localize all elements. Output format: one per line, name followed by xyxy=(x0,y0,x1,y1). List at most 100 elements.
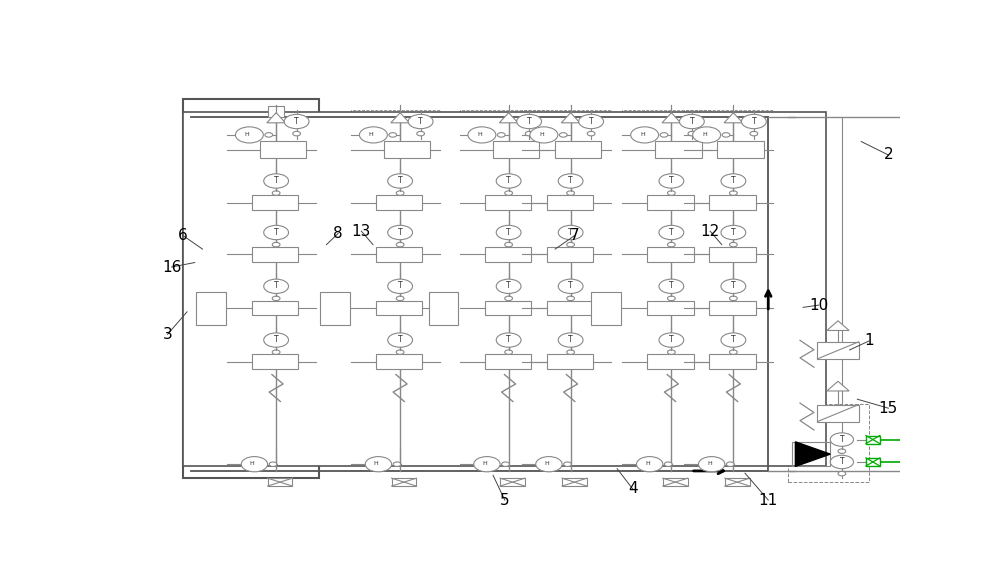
Text: T: T xyxy=(506,228,511,236)
Text: H: H xyxy=(477,132,482,137)
Bar xyxy=(227,274,316,318)
Text: T: T xyxy=(568,176,573,185)
Bar xyxy=(622,168,711,213)
Circle shape xyxy=(838,449,846,453)
Circle shape xyxy=(558,333,583,347)
Circle shape xyxy=(525,132,533,136)
Text: 1: 1 xyxy=(864,333,874,349)
Text: 12: 12 xyxy=(700,223,720,239)
Text: T: T xyxy=(527,116,531,126)
Text: 7: 7 xyxy=(570,228,579,243)
Circle shape xyxy=(741,114,766,129)
Text: H: H xyxy=(544,462,549,466)
Text: T: T xyxy=(418,116,423,126)
Text: H: H xyxy=(539,132,544,137)
Circle shape xyxy=(631,127,659,143)
Bar xyxy=(622,328,711,372)
Bar xyxy=(522,168,611,213)
Bar xyxy=(622,110,711,162)
Bar xyxy=(655,141,702,158)
Circle shape xyxy=(721,174,746,188)
Circle shape xyxy=(235,127,263,143)
Circle shape xyxy=(536,457,562,472)
Bar xyxy=(460,168,549,213)
Circle shape xyxy=(721,279,746,293)
Bar xyxy=(647,247,694,262)
Circle shape xyxy=(679,114,704,129)
Bar xyxy=(485,196,531,210)
Circle shape xyxy=(284,114,309,129)
Bar xyxy=(351,274,440,318)
Circle shape xyxy=(264,333,289,347)
Bar xyxy=(622,274,711,318)
Circle shape xyxy=(505,350,512,354)
Text: 8: 8 xyxy=(333,226,343,241)
Circle shape xyxy=(558,279,583,293)
Circle shape xyxy=(559,133,567,137)
Circle shape xyxy=(388,279,413,293)
Circle shape xyxy=(388,174,413,188)
Text: 2: 2 xyxy=(884,147,893,162)
Bar xyxy=(460,274,549,318)
Bar xyxy=(485,354,531,369)
Circle shape xyxy=(830,433,854,446)
Text: H: H xyxy=(640,132,645,137)
Bar xyxy=(562,478,587,486)
Polygon shape xyxy=(391,113,409,123)
Text: T: T xyxy=(690,116,694,126)
Circle shape xyxy=(264,225,289,240)
Text: T: T xyxy=(731,281,736,290)
Circle shape xyxy=(721,225,746,240)
Bar xyxy=(351,110,440,162)
Bar xyxy=(555,141,601,158)
Circle shape xyxy=(396,296,404,301)
Bar xyxy=(351,168,440,213)
Bar xyxy=(376,354,422,369)
Text: T: T xyxy=(506,335,511,344)
Bar xyxy=(647,301,694,315)
Circle shape xyxy=(660,133,668,137)
Bar xyxy=(725,478,750,486)
Circle shape xyxy=(272,350,280,354)
Circle shape xyxy=(269,462,277,466)
Circle shape xyxy=(502,462,509,466)
Text: 5: 5 xyxy=(500,492,510,508)
Bar xyxy=(792,442,830,466)
Circle shape xyxy=(496,333,521,347)
Text: T: T xyxy=(274,228,278,236)
Circle shape xyxy=(698,457,725,472)
Bar xyxy=(663,478,688,486)
Circle shape xyxy=(293,132,300,136)
Circle shape xyxy=(659,174,684,188)
Bar xyxy=(376,247,422,262)
Text: H: H xyxy=(245,132,249,137)
Text: T: T xyxy=(274,335,278,344)
Circle shape xyxy=(474,457,500,472)
Circle shape xyxy=(668,296,675,301)
Text: 10: 10 xyxy=(809,297,828,313)
Bar xyxy=(522,220,611,265)
Circle shape xyxy=(530,127,558,143)
Circle shape xyxy=(838,471,846,476)
Bar xyxy=(460,110,549,162)
Circle shape xyxy=(567,296,574,301)
Bar xyxy=(252,247,298,262)
Circle shape xyxy=(668,191,675,196)
Bar xyxy=(320,292,350,325)
Bar xyxy=(252,301,298,315)
Text: T: T xyxy=(568,281,573,290)
Text: H: H xyxy=(702,132,707,137)
Bar xyxy=(500,478,525,486)
Text: T: T xyxy=(274,176,278,185)
Circle shape xyxy=(388,225,413,240)
Text: T: T xyxy=(731,335,736,344)
Circle shape xyxy=(567,350,574,354)
Circle shape xyxy=(558,225,583,240)
Circle shape xyxy=(396,350,404,354)
Bar xyxy=(866,435,880,443)
Bar xyxy=(351,220,440,265)
Bar xyxy=(522,328,611,372)
Circle shape xyxy=(264,279,289,293)
Circle shape xyxy=(730,296,737,301)
Circle shape xyxy=(668,242,675,247)
